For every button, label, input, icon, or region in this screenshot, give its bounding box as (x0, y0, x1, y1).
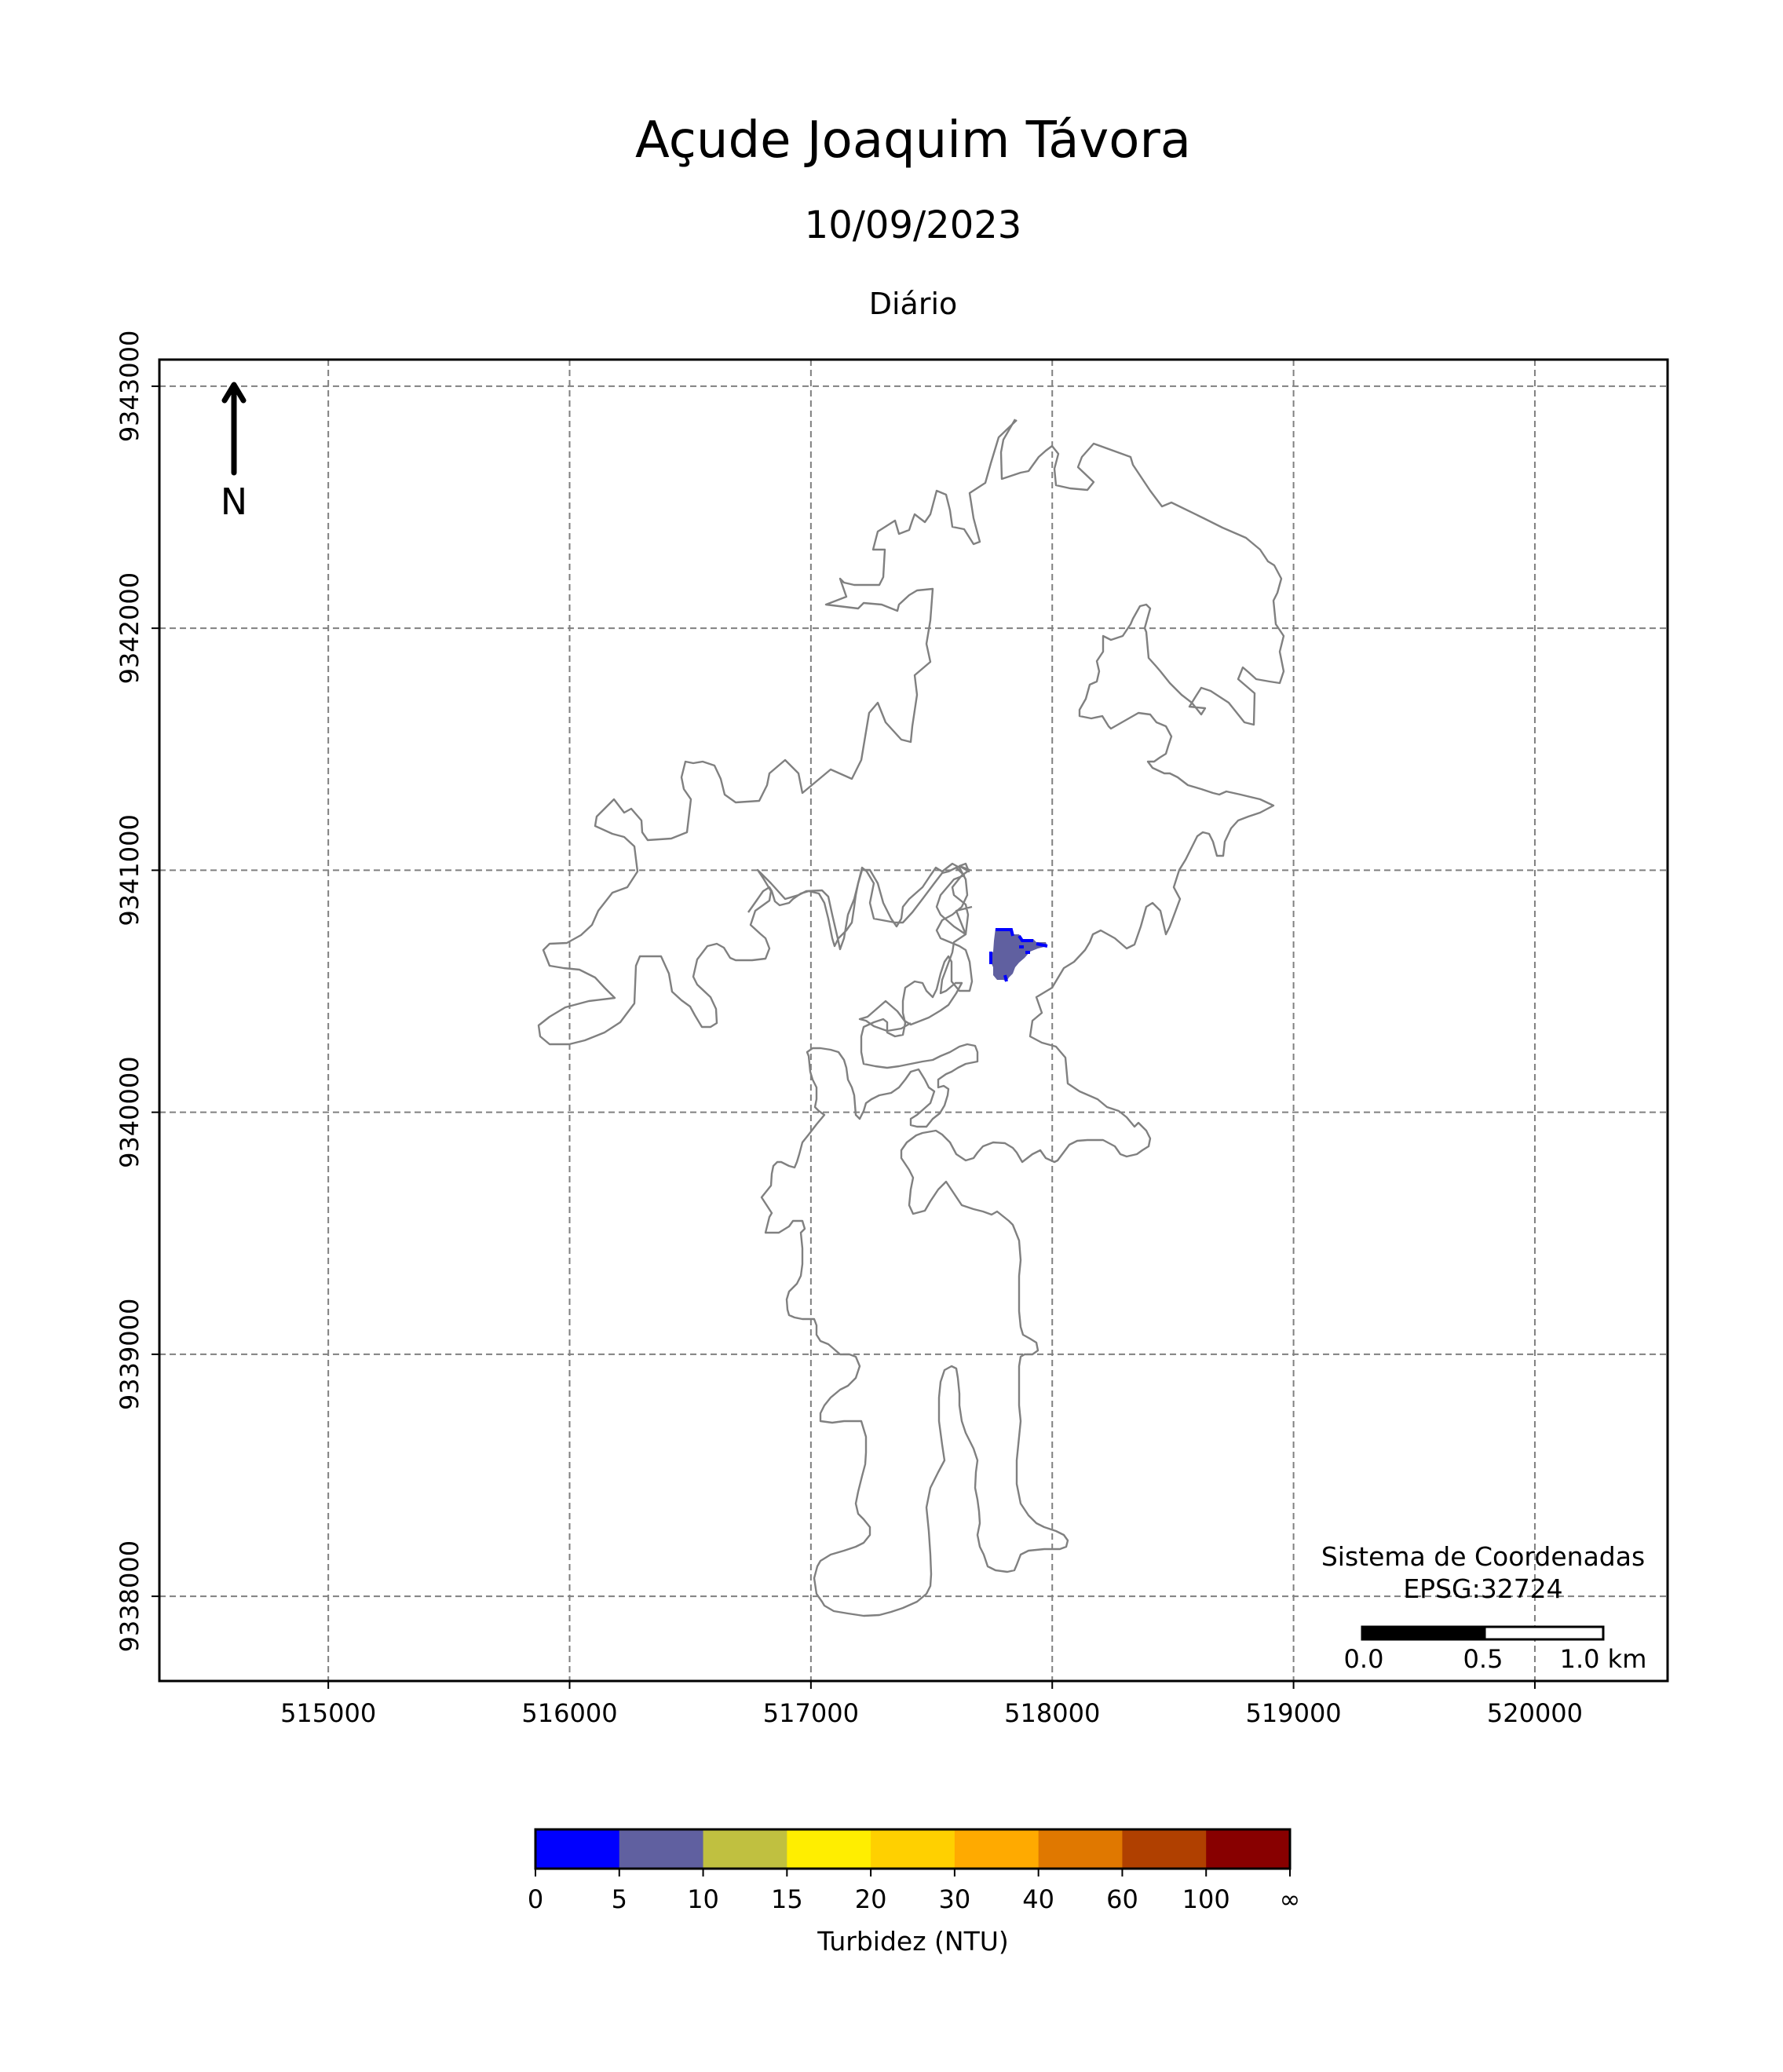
y-tick-label: 9341000 (115, 814, 144, 926)
y-tick-label: 9338000 (115, 1540, 144, 1653)
map-background (159, 360, 1668, 1681)
colorbar-tick-label: 5 (612, 1884, 627, 1914)
colorbar-tick-label: 100 (1182, 1884, 1230, 1914)
map-area (159, 360, 1668, 1681)
x-tick-label: 518000 (1004, 1698, 1100, 1728)
y-axis: 9338000 9339000 9340000 9341000 9342000 93430… (115, 331, 159, 1653)
crs-line2: EPSG:32724 (1403, 1573, 1562, 1604)
x-axis: 515000 516000 517000 518000 519000 520000 (280, 1681, 1583, 1728)
colorbar-tick-label: 0 (528, 1884, 543, 1914)
reservoir-outline-main (747, 418, 1285, 1617)
map-period: Diário (869, 287, 958, 321)
colorbar-tick-label: 15 (771, 1884, 803, 1914)
colorbar-segment (1038, 1829, 1123, 1869)
x-tick-label: 519000 (1246, 1698, 1342, 1728)
north-arrow-head (221, 382, 247, 404)
map-frame (158, 358, 1669, 1683)
colorbar-tick-label: 30 (939, 1884, 971, 1914)
scale-bar-black (1361, 1625, 1486, 1641)
colorbar-label: Turbidez (NTU) (817, 1926, 1009, 1957)
colorbar-tick-label: 20 (855, 1884, 887, 1914)
north-label: N (221, 481, 247, 523)
x-tick-label: 515000 (280, 1698, 376, 1728)
colorbar-tick-label: 60 (1106, 1884, 1138, 1914)
colorbar-tick-label: ∞ (1280, 1884, 1301, 1914)
scale-label-0: 0.0 (1344, 1644, 1384, 1674)
colorbar: 0 5 10 15 20 30 40 60 100 ∞ (528, 1828, 1301, 1914)
scale-bar-white (1483, 1625, 1605, 1641)
colorbar-tick-label: 10 (687, 1884, 719, 1914)
y-tick-label: 9343000 (115, 331, 144, 443)
map-title: Açude Joaquim Távora (635, 111, 1191, 170)
colorbar-frame (534, 1828, 1292, 1870)
colorbar-tick-label: 40 (1022, 1884, 1054, 1914)
colorbar-segment (787, 1829, 871, 1869)
colorbar-segment (871, 1829, 955, 1869)
scale-label-1: 0.5 (1463, 1644, 1503, 1674)
turbidity-edge (989, 928, 1048, 982)
colorbar-segment (1122, 1829, 1207, 1869)
reservoir-outline (537, 419, 1018, 1046)
y-tick-label: 9339000 (115, 1299, 144, 1411)
turbidity-pixels (989, 928, 1048, 982)
map-date: 10/09/2023 (805, 203, 1022, 247)
scale-bar: 0.0 0.5 1.0 km (1344, 1625, 1647, 1674)
colorbar-segment (535, 1829, 620, 1869)
colorbar-segment (1206, 1829, 1291, 1869)
x-tick-label: 517000 (763, 1698, 859, 1728)
north-arrow: N (221, 382, 247, 523)
y-tick-label: 9342000 (115, 572, 144, 685)
colorbar-segment (703, 1829, 787, 1869)
crs-line1: Sistema de Coordenadas (1321, 1541, 1645, 1572)
gridlines (159, 360, 1668, 1681)
colorbar-segment (619, 1829, 704, 1869)
y-tick-label: 9340000 (115, 1056, 144, 1168)
colorbar-segment (954, 1829, 1039, 1869)
x-tick-label: 516000 (521, 1698, 617, 1728)
x-tick-label: 520000 (1487, 1698, 1583, 1728)
scale-label-2: 1.0 km (1560, 1644, 1647, 1674)
